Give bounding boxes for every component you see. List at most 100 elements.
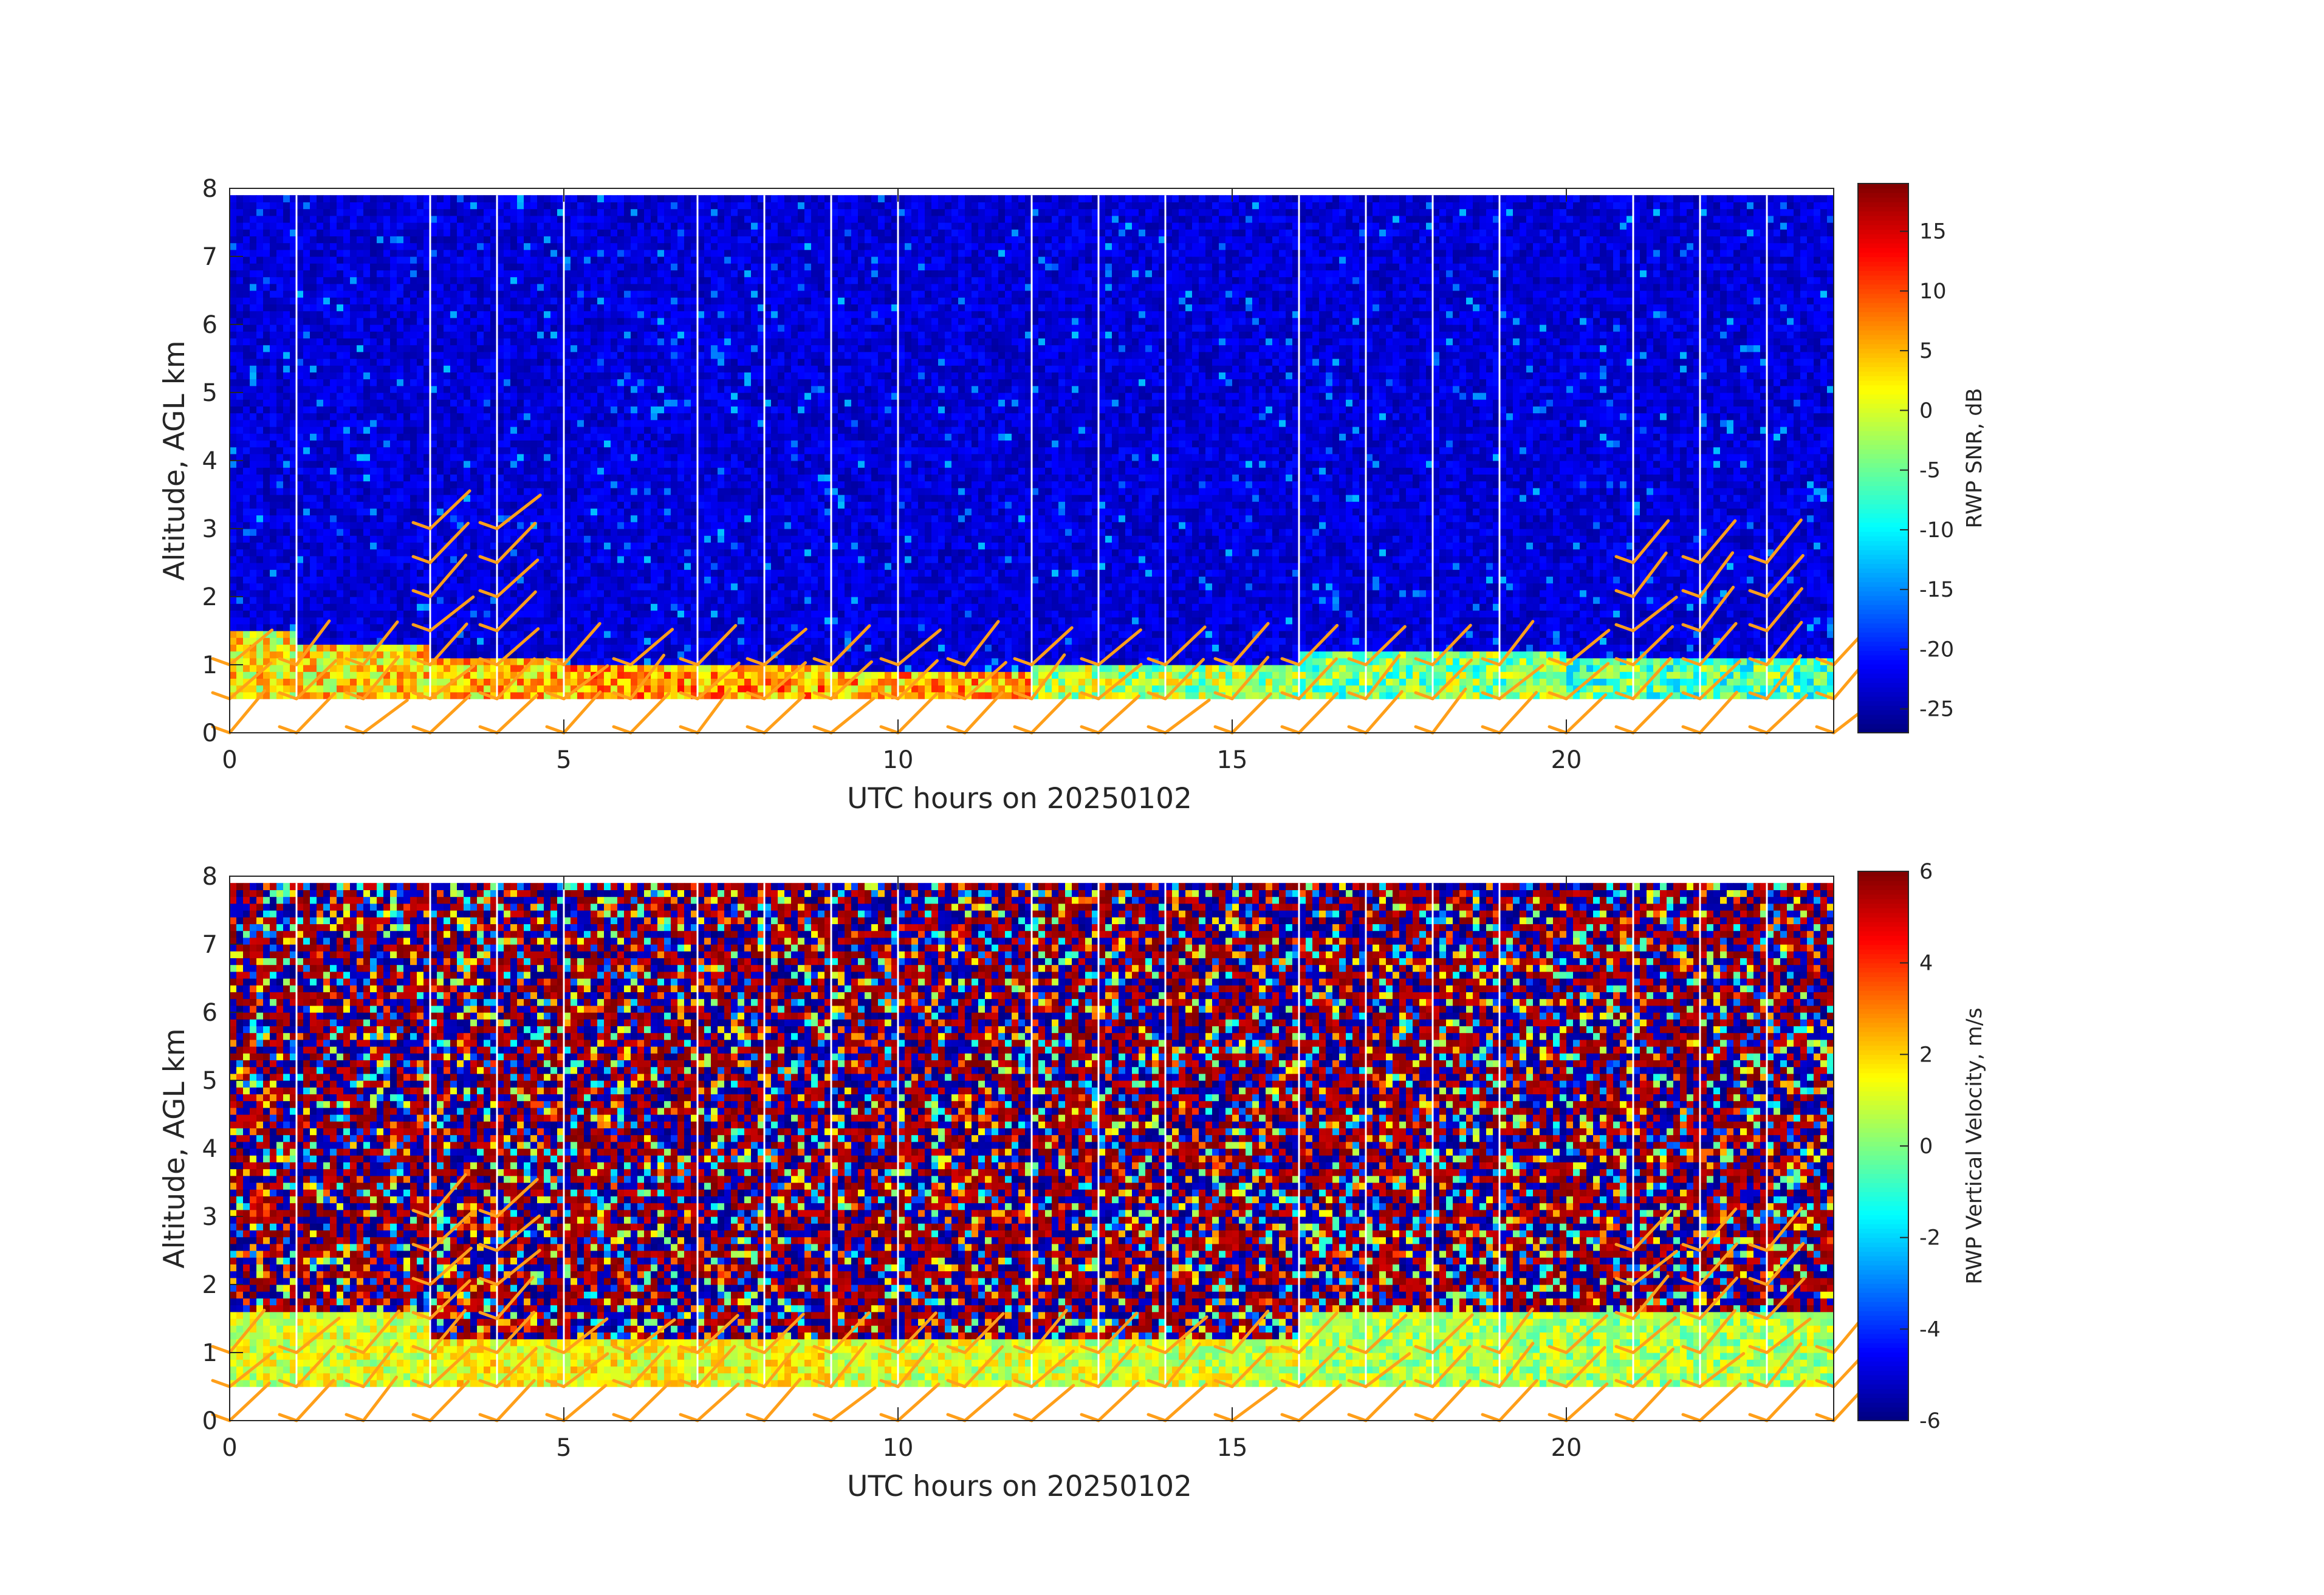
heatmap-cell (270, 209, 277, 216)
heatmap-cell (397, 284, 404, 291)
heatmap-cell (524, 277, 531, 284)
heatmap-cell (584, 297, 591, 304)
heatmap-cell (256, 372, 264, 379)
heatmap-cell (470, 338, 478, 345)
heatmap-cell (497, 644, 504, 651)
heatmap-cell (437, 372, 444, 379)
heatmap-cell (437, 250, 444, 257)
heatmap-cell (323, 277, 331, 284)
heatmap-cell (323, 195, 331, 202)
heatmap-cell (230, 270, 237, 277)
heatmap-cell (464, 631, 471, 638)
heatmap-cell (597, 250, 605, 257)
heatmap-cell (631, 556, 638, 563)
heatmap-cell (377, 270, 384, 277)
heatmap-cell (517, 222, 524, 230)
heatmap-cell (430, 331, 437, 338)
heatmap-cell (303, 610, 310, 617)
heatmap-cell (457, 617, 464, 625)
heatmap-cell (296, 365, 304, 372)
heatmap-cell (624, 631, 631, 638)
heatmap-cell (317, 222, 324, 230)
heatmap-cell (370, 631, 377, 638)
heatmap-cell (283, 352, 290, 359)
heatmap-cell (544, 644, 551, 651)
heatmap-cell (390, 222, 397, 230)
heatmap-cell (350, 243, 357, 250)
heatmap-cell (524, 542, 531, 549)
heatmap-cell (477, 338, 484, 345)
heatmap-cell (390, 372, 397, 379)
heatmap-cell (323, 243, 331, 250)
heatmap-cell (263, 549, 270, 557)
heatmap-cell (550, 603, 558, 611)
heatmap-cell (276, 474, 284, 481)
heatmap-cell (537, 583, 544, 591)
heatmap-cell (417, 331, 424, 338)
heatmap-cell (510, 338, 518, 345)
heatmap-cell (263, 651, 270, 659)
heatmap-cell (303, 216, 310, 223)
heatmap-cell (263, 542, 270, 549)
heatmap-cell (584, 222, 591, 230)
heatmap-cell (337, 461, 344, 468)
heatmap-cell (624, 236, 631, 243)
heatmap-cell (243, 488, 250, 495)
heatmap-cell (530, 263, 538, 270)
heatmap-cell (564, 406, 571, 413)
heatmap-cell (397, 515, 404, 523)
heatmap-cell (383, 685, 391, 693)
heatmap-cell (444, 467, 451, 475)
heatmap-cell (530, 678, 538, 685)
heatmap-cell (337, 447, 344, 454)
heatmap-cell (584, 692, 591, 699)
heatmap-cell (631, 535, 638, 543)
heatmap-cell (243, 454, 250, 461)
heatmap-cell (571, 216, 578, 223)
heatmap-cell (343, 284, 351, 291)
heatmap-cell (317, 685, 324, 693)
heatmap-cell (397, 202, 404, 209)
heatmap-cell (276, 501, 284, 509)
heatmap-cell (464, 678, 471, 685)
heatmap-cell (444, 270, 451, 277)
heatmap-cell (631, 352, 638, 359)
heatmap-cell (457, 590, 464, 597)
heatmap-cell (417, 311, 424, 318)
heatmap-cell (337, 603, 344, 611)
heatmap-cell (377, 358, 384, 366)
heatmap-cell (517, 352, 524, 359)
heatmap-cell (357, 399, 364, 406)
heatmap-cell (343, 263, 351, 270)
heatmap-cell (330, 284, 337, 291)
heatmap-cell (303, 318, 310, 325)
heatmap-cell (504, 447, 511, 454)
heatmap-cell (457, 515, 464, 523)
heatmap-cell (303, 311, 310, 318)
heatmap-cell (497, 277, 504, 284)
heatmap-cell (310, 665, 317, 672)
heatmap-cell (303, 508, 310, 515)
heatmap-cell (283, 331, 290, 338)
heatmap-cell (484, 393, 491, 400)
heatmap-cell (591, 236, 598, 243)
heatmap-cell (363, 433, 371, 441)
heatmap-cell (450, 692, 458, 699)
heatmap-cell (477, 515, 484, 523)
heatmap-cell (577, 467, 584, 475)
heatmap-cell (383, 304, 391, 311)
heatmap-cell (303, 277, 310, 284)
heatmap-cell (577, 379, 584, 386)
heatmap-cell (357, 243, 364, 250)
heatmap-cell (397, 495, 404, 502)
heatmap-cell (564, 250, 571, 257)
heatmap-cell (484, 467, 491, 475)
heatmap-cell (510, 556, 518, 563)
heatmap-cell (477, 243, 484, 250)
heatmap-cell (230, 406, 237, 413)
heatmap-cell (350, 529, 357, 536)
heatmap-cell (323, 433, 331, 441)
heatmap-cell (230, 685, 237, 693)
heatmap-cell (637, 427, 645, 434)
heatmap-cell (410, 195, 417, 202)
